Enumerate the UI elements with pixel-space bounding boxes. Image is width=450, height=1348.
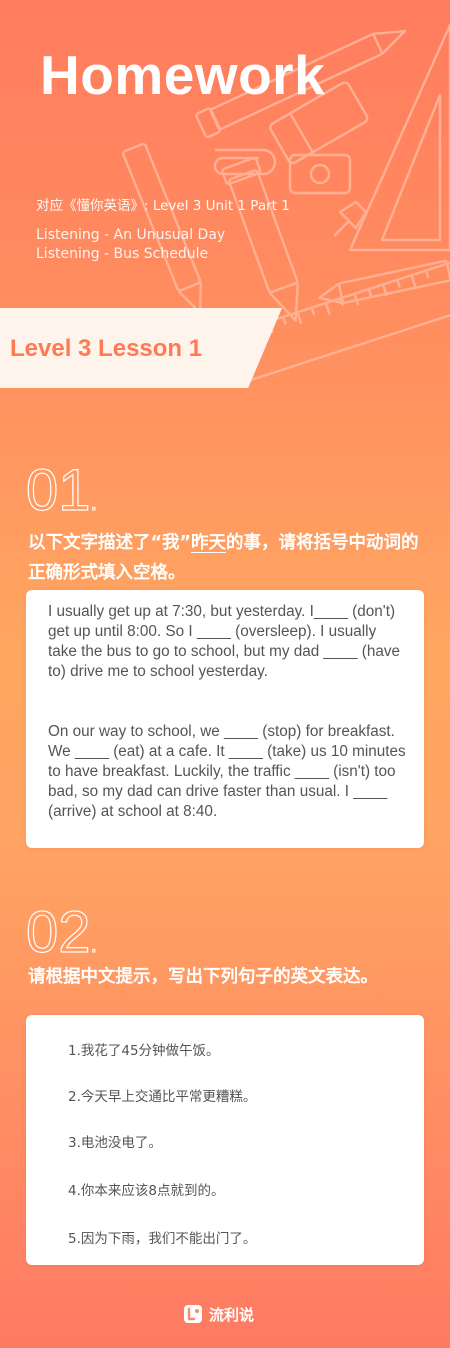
exercise-paragraph-2: On our way to school, we ____ (stop) for… bbox=[48, 723, 406, 820]
question-item: 5.因为下雨，我们不能出门了。 bbox=[68, 1231, 257, 1247]
question-item: 4.你本来应该8点就到的。 bbox=[68, 1183, 225, 1199]
instruction-before: 以下文字描述了“我” bbox=[28, 533, 192, 553]
lesson-label: Level 3 Lesson 1 bbox=[10, 335, 203, 362]
section-number-dot: . bbox=[90, 489, 98, 516]
listening-list: Listening - An Unusual Day Listening - B… bbox=[36, 226, 225, 264]
section-number-digits: 01 bbox=[25, 458, 91, 523]
listening-item: Listening - An Unusual Day bbox=[36, 227, 226, 243]
footer-brand: 流利说 bbox=[183, 1303, 254, 1325]
section1-instruction: 以下文字描述了“我”昨天的事，请将括号中动词的正确形式填入空格。 bbox=[28, 528, 428, 588]
exercise-card-2: 1.我花了45分钟做午饭。 2.今天早上交通比平常更糟糕。 3.电池没电了。 4… bbox=[26, 1015, 424, 1265]
exercise-card-1: I usually get up at 7:30, but yesterday.… bbox=[26, 590, 424, 848]
course-source: 对应《懂你英语》: Level 3 Unit 1 Part 1 bbox=[36, 194, 290, 214]
brand-name: 流利说 bbox=[209, 1305, 255, 1324]
question-item: 1.我花了45分钟做午饭。 bbox=[68, 1043, 220, 1059]
instruction-after: 的事，请将括号中动词的正确形式填入空格。 bbox=[28, 533, 419, 583]
instruction-underlined: 昨天 bbox=[191, 533, 227, 553]
page-title: Homework bbox=[40, 44, 326, 106]
listening-item: Listening - Bus Schedule bbox=[36, 246, 209, 262]
question-item: 3.电池没电了。 bbox=[68, 1135, 162, 1151]
section2-instruction: 请根据中文提示，写出下列句子的英文表达。 bbox=[28, 967, 378, 987]
section-number-digits: 02 bbox=[25, 900, 91, 965]
lesson-banner bbox=[0, 308, 282, 388]
section-number-dot: . bbox=[90, 931, 98, 958]
section-number-01: 01. bbox=[25, 461, 98, 520]
question-item: 2.今天早上交通比平常更糟糕。 bbox=[68, 1089, 257, 1105]
section-number-02: 02. bbox=[25, 903, 98, 962]
source-prefix: 对应《懂你英语》: bbox=[36, 198, 153, 214]
app-logo-icon bbox=[184, 1305, 202, 1323]
exercise-paragraph-1: I usually get up at 7:30, but yesterday.… bbox=[48, 603, 401, 680]
source-detail: Level 3 Unit 1 Part 1 bbox=[152, 198, 290, 214]
